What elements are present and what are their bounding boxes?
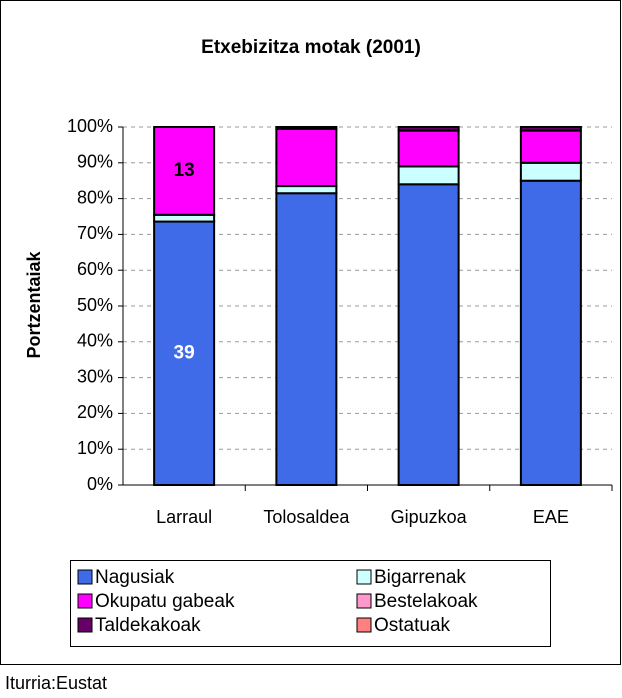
bar-segment (275, 185, 338, 195)
x-tick-label: Tolosaldea (263, 507, 350, 527)
legend-label: Bigarrenak (374, 567, 466, 588)
bar-segment (397, 183, 460, 486)
y-tick-label: 70% (77, 223, 113, 243)
y-tick-label: 40% (77, 331, 113, 351)
bar-segment (397, 129, 460, 168)
bar-segment (153, 126, 216, 216)
x-tick-label: EAE (533, 507, 569, 527)
bar-segment (519, 129, 582, 164)
legend-swatch (356, 617, 372, 633)
legend-label: Nagusiak (95, 567, 175, 588)
legend-box (70, 560, 551, 647)
y-tick-label: 0% (87, 474, 113, 494)
legend-label: Bestelakoak (374, 591, 478, 612)
legend-swatch (77, 593, 93, 609)
y-axis-label: Portzentaiak (24, 251, 44, 359)
bar-segment (153, 213, 216, 223)
bar-segment (519, 161, 582, 182)
y-tick-label: 50% (77, 295, 113, 315)
y-tick-label: 10% (77, 438, 113, 458)
x-tick-label: Larraul (156, 507, 212, 527)
source: Iturria:Eustat (5, 673, 107, 693)
bar-segment (275, 192, 338, 486)
legend-label: Ostatuak (374, 615, 451, 636)
y-tick-label: 30% (77, 366, 113, 386)
bar-segment (519, 126, 582, 132)
legend-label: Taldekakoak (95, 615, 201, 636)
bar-segment (153, 220, 216, 486)
y-tick-label: 80% (77, 187, 113, 207)
data-label: 13 (174, 160, 195, 181)
y-tick-label: 100% (67, 116, 113, 136)
legend-label: Okupatu gabeak (95, 591, 235, 612)
y-tick-label: 20% (77, 402, 113, 422)
legend-swatch (77, 569, 93, 585)
legend-swatch (77, 617, 93, 633)
bar-segment (275, 127, 338, 188)
legend-swatch (356, 569, 372, 585)
y-tick-label: 60% (77, 259, 113, 279)
y-tick-label: 90% (77, 152, 113, 172)
bar-segment (275, 126, 338, 130)
bar-segment (397, 126, 460, 132)
chart-title: Etxebizitza motak (2001) (201, 37, 421, 58)
legend-swatch (356, 593, 372, 609)
data-label: 39 (174, 342, 195, 363)
bar-segment (397, 165, 460, 186)
x-tick-label: Gipuzkoa (391, 507, 468, 527)
bar-segment (519, 179, 582, 486)
